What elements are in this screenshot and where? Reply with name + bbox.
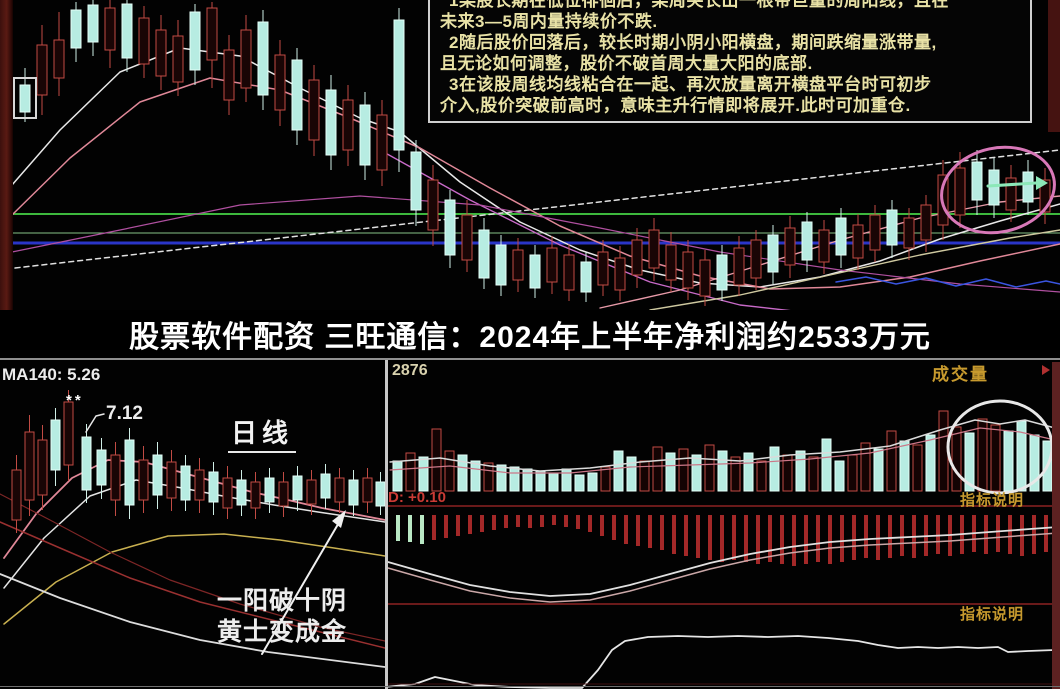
strategy-note-line: 3在该股周线均线粘合在一起、再次放量离开横盘平台时可初步 [449,75,932,94]
indicator-help-button-2[interactable]: 指标说明 [960,606,1025,623]
daily-chart-canvas[interactable] [0,360,385,689]
volume-arrow-icon[interactable] [1042,365,1050,375]
strategy-note-box: 1某股长期在低位徘徊后，某周突长出一根带巨量的周阳线，且在未来3—5周内量持续价… [428,0,1032,123]
bottom-border-line [0,686,1060,687]
strategy-note-lines: 1某股长期在低位徘徊后，某周突长出一根带巨量的周阳线，且在未来3—5周内量持续价… [440,0,1022,116]
strategy-note-line: 2随后股价回落后，较长时期小阴小阳横盘，期间跌缩量涨带量, [449,33,937,52]
volume-title[interactable]: 成交量 [932,365,989,384]
headline-band: 股票软件配资 三旺通信：2024年上半年净利润约2533万元 [0,310,1060,360]
right-border-strip [1052,362,1060,689]
strategy-note-line: 未来3—5周内量持续价不跌. [440,12,658,31]
indicator-d-value: D: +0.10 [388,489,446,506]
breakout-callout-line2: 黄士变成金 [216,618,347,646]
peak-stars-marker: ** [66,392,84,409]
breakout-callout: 一阳破十阴 黄士变成金 [200,586,364,648]
top-right-border-strip [1048,0,1060,132]
volume-scale-value: 2876 [392,362,428,379]
panel-divider [385,360,388,689]
indicator-help-button-1[interactable]: 指标说明 [960,492,1025,509]
breakout-callout-line1: 一阳破十阴 [216,587,347,615]
strategy-note-line: 介入,股价突破前高时，意味主升行情即将展开.此时可加重仓. [440,96,911,115]
volume-indicator-canvas[interactable] [385,360,1060,689]
left-border-bar [0,0,13,310]
strategy-note-line: 1某股长期在低位徘徊后，某周突长出一根带巨量的周阳线，且在 [449,0,949,10]
weekly-chart-canvas[interactable] [0,0,1060,310]
ma140-value-label: MA140: 5.26 [2,365,101,384]
daily-period-label: 日线 [228,413,297,453]
headline-text: 股票软件配资 三旺通信：2024年上半年净利润约2533万元 [129,321,931,354]
peak-price-label: 7.12 [106,403,143,424]
strategy-note-line: 且无论如何调整，股价不破首周大量大阳的底部. [440,54,813,73]
